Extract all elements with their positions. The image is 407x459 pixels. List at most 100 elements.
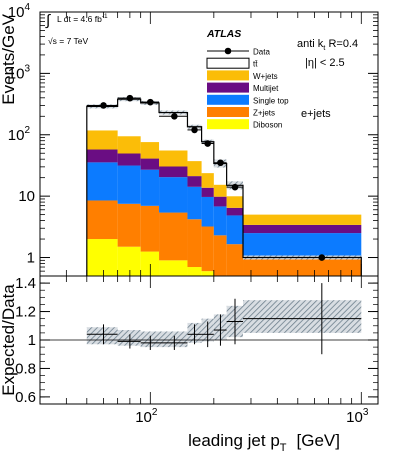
bar-multijet-4 [187, 176, 202, 187]
ratio-y-tick-label-1: 0.8 [15, 360, 36, 377]
data-point-8 [318, 254, 326, 261]
bar-z-jets-1 [117, 203, 141, 247]
bar-z-jets-5 [201, 226, 214, 272]
ratio-y-tick-label-4: 1.4 [15, 275, 36, 292]
bar-single-top-8 [243, 233, 362, 258]
y-tick-label-2: 102 [8, 125, 31, 144]
legend-swatch-multijet [207, 82, 249, 93]
x-axis-label-text: leading jet p [188, 431, 280, 450]
y-tick-label-3: 103 [8, 63, 31, 82]
y-tick-label-4: 104 [8, 2, 31, 21]
bar-w-jets-6 [213, 184, 227, 197]
channel-label: e+jets [301, 108, 331, 120]
bar-diboson-3 [159, 260, 188, 276]
data-points [86, 94, 362, 261]
legend-item-data: Data [207, 48, 270, 57]
data-point-3 [171, 112, 178, 120]
data-point-5 [204, 140, 211, 147]
eta-cut-label: |η| < 2.5 [305, 57, 345, 69]
bar-single-top-5 [201, 196, 214, 227]
bar-z-jets-3 [159, 212, 188, 261]
jet-algorithm-name: anti k [297, 38, 324, 50]
legend: Data tt̄ W+jets Multijet Single top Z+jets Dib… [206, 48, 289, 130]
main-y-ticks: 1 10 102 103 104 [8, 2, 378, 272]
bar-diboson-5 [201, 271, 214, 276]
jet-algorithm-subscript: t [323, 43, 326, 52]
bar-multijet-0 [86, 149, 118, 163]
legend-label-ttbar: tt̄ [253, 60, 258, 69]
ratio-y-axis-label: Expected/Data [0, 284, 18, 396]
bar-diboson-2 [140, 251, 160, 276]
main-panel: 1 10 102 103 104 Events/GeV ∫ L dt = 4.6 fb-… [0, 2, 379, 277]
luminosity-label: ∫ L dt = 4.6 fb-1 [45, 12, 108, 29]
bar-z-jets-2 [140, 205, 160, 252]
stacked-histogram [86, 130, 362, 276]
ratio-y-tick-label-3: 1.2 [15, 304, 36, 321]
bar-single-top-7 [226, 215, 244, 245]
bar-w-jets-0 [86, 130, 118, 150]
legend-label-wjets: W+jets [253, 72, 278, 81]
bar-multijet-2 [140, 158, 160, 170]
legend-item-multijet: Multijet [207, 82, 279, 93]
legend-swatch-ttbar [206, 57, 250, 69]
bar-single-top-6 [213, 206, 227, 236]
ratio-band-bin-8 [243, 300, 362, 333]
data-point-1 [126, 94, 134, 102]
bar-single-top-0 [86, 162, 118, 201]
jet-radius: R=0.4 [325, 38, 358, 50]
ratio-band-bin-3 [159, 331, 188, 348]
bar-multijet-7 [226, 207, 244, 216]
bar-z-jets-4 [187, 219, 202, 268]
bar-w-jets-8 [243, 214, 362, 225]
luminosity-exponent: -1 [102, 13, 108, 20]
bar-single-top-3 [159, 177, 188, 213]
bar-single-top-4 [187, 186, 202, 220]
x-axis-label-subscript: T [280, 442, 287, 454]
ratio-band-bin-0 [86, 327, 118, 345]
ratio-panel: 0.6 0.8 1 1.2 1.4 102 103 Expected/Data leadi… [0, 275, 379, 454]
bar-multijet-5 [201, 187, 214, 197]
ratio-y-ticks: 0.6 0.8 1 1.2 1.4 [15, 275, 378, 406]
ratio-x-ticks: 102 103 [39, 276, 369, 426]
main-y-axis-label: Events/GeV [0, 13, 18, 104]
bar-single-top-1 [117, 165, 141, 204]
experiment-label: ATLAS [206, 28, 241, 40]
legend-marker-data [224, 47, 232, 55]
bar-diboson-0 [86, 239, 118, 276]
ratio-uncertainty-band [86, 300, 362, 348]
bar-multijet-3 [159, 166, 188, 178]
legend-item-wjets: W+jets [207, 70, 278, 81]
y-tick-label-0: 1 [27, 250, 35, 267]
ratio-points [86, 283, 362, 355]
luminosity-value: L dt = 4.6 fb [57, 14, 102, 24]
bar-multijet-6 [213, 196, 227, 207]
legend-swatch-zjets [207, 107, 249, 117]
bar-single-top-2 [140, 169, 160, 206]
bar-diboson-1 [117, 246, 141, 276]
bar-z-jets-8 [243, 257, 362, 276]
y-tick-label-1: 10 [18, 188, 35, 205]
legend-item-ttbar: tt̄ [206, 57, 258, 69]
data-point-0 [100, 102, 107, 109]
legend-item-diboson: Diboson [207, 119, 282, 130]
bar-multijet-8 [243, 224, 362, 234]
legend-label-singletop: Single top [253, 96, 289, 105]
bar-w-jets-1 [117, 136, 141, 154]
x-tick-label-1: 103 [346, 407, 369, 426]
x-tick-label-0: 102 [135, 407, 158, 426]
legend-item-zjets: Z+jets [207, 107, 275, 118]
legend-label-multijet: Multijet [253, 84, 279, 93]
bar-w-jets-7 [226, 196, 244, 208]
bar-diboson-4 [187, 267, 202, 276]
bar-w-jets-4 [187, 161, 202, 177]
data-point-2 [147, 98, 154, 106]
data-point-4 [191, 126, 198, 134]
legend-swatch-singletop [207, 94, 249, 105]
bar-z-jets-7 [226, 244, 244, 276]
bar-multijet-1 [117, 153, 141, 166]
x-axis-label: leading jet pT [GeV] [188, 431, 340, 454]
bar-w-jets-3 [159, 150, 188, 167]
bar-z-jets-0 [86, 200, 118, 240]
main-x-ticks [39, 12, 362, 276]
luminosity-text: L dt = 4.6 fb-1 [57, 13, 108, 24]
